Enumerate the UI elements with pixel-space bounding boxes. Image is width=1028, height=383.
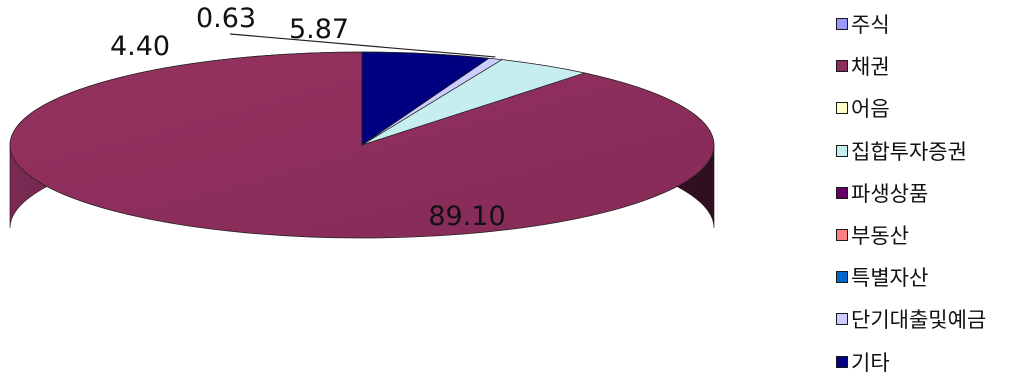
legend-swatch <box>836 144 848 157</box>
legend-label: 어음 <box>851 97 890 122</box>
legend-label: 부동산 <box>851 224 909 249</box>
legend-label: 채권 <box>851 55 890 80</box>
legend-swatch <box>836 60 848 73</box>
legend-item: 채권 <box>836 45 986 87</box>
legend-label: 주식 <box>851 13 890 38</box>
legend-item: 집합투자증권 <box>836 130 986 172</box>
legend-item: 특별자산 <box>836 256 986 298</box>
legend-item: 단기대출및예금 <box>836 298 986 340</box>
data-label-8: 5.87 <box>289 14 349 45</box>
legend-label: 단기대출및예금 <box>851 308 987 333</box>
pie-slices <box>9 51 715 239</box>
data-label-3: 4.40 <box>110 31 170 62</box>
data-label-1: 89.10 <box>428 201 505 232</box>
legend-item: 기타 <box>836 341 986 383</box>
legend-swatch <box>836 186 848 199</box>
legend-swatch <box>836 102 848 115</box>
legend-swatch <box>836 229 848 242</box>
legend-item: 부동산 <box>836 214 986 256</box>
legend-swatch <box>836 18 848 31</box>
legend-swatch <box>836 355 848 368</box>
data-labels: 89.10 4.40 0.63 5.87 <box>110 3 506 232</box>
legend-swatch <box>836 271 848 284</box>
pie-chart: 89.10 4.40 0.63 5.87 <box>9 3 715 239</box>
legend-label: 특별자산 <box>851 266 929 291</box>
pie-slice-8 <box>361 51 490 146</box>
leader-line-7 <box>229 33 496 58</box>
legend-label: 집합투자증권 <box>851 139 967 164</box>
legend-label: 기타 <box>851 350 890 375</box>
legend-item: 파생상품 <box>836 172 986 214</box>
legend-swatch <box>836 313 848 326</box>
legend-label: 파생상품 <box>851 181 929 206</box>
legend-item: 어음 <box>836 87 986 129</box>
data-label-7: 0.63 <box>196 3 256 34</box>
legend-item: 주식 <box>836 3 986 45</box>
